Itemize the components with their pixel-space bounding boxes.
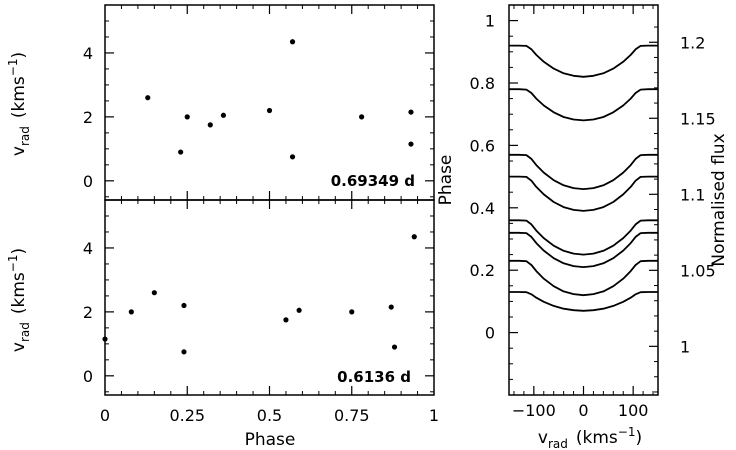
bottom-ylabel-v: v [9,342,29,352]
bottom-ylabel-close: ) [9,248,29,255]
bottom-data-point [128,309,134,315]
top-ytick-label: 4 [83,44,93,63]
line-profile-curve [509,219,658,256]
bottom-xtick-label: 0 [100,406,110,425]
profile-ytick-label: 0.6 [470,136,495,155]
top-data-point [207,122,213,128]
bottom-data-point [181,349,187,355]
profile-panel-frame [508,4,659,396]
profile-xlabel-sup: −1 [618,425,636,439]
top-data-point [359,114,365,120]
profile-y2-axis-label: Normalised flux [709,133,729,266]
line-profile-curve [509,153,658,191]
top-data-point [266,107,273,114]
profile-y2tick-label: 1.2 [680,33,705,52]
bottom-xtick-label: 0.75 [334,406,370,425]
profile-xlabel-sub: rad [548,437,568,450]
top-data-point [184,114,190,120]
bottom-data-point [102,336,108,342]
top-ylabel-sub: rad [18,126,32,146]
profile-xtick-label: 0 [578,401,588,420]
top-data-point [408,109,414,115]
top-data-point [408,141,414,147]
top-data-point [178,149,184,155]
top-scatter-plot: 0 2 4 [83,4,434,200]
bottom-scatter-frame [104,199,435,396]
top-ytick-label: 0 [83,172,93,191]
top-y-axis-label: vrad (kms−1) [6,52,32,156]
top-data-point [289,39,296,45]
bottom-data-point [391,344,398,350]
profile-ytick-label: 0.2 [470,261,495,280]
top-data-point [289,154,296,160]
profile-y2tick-label: 1.05 [680,261,716,280]
profile-ytick-label: 0 [485,324,495,343]
bottom-data-point [349,309,355,315]
bottom-data-point [388,304,394,310]
top-period-annotation: 0.69349 d [331,172,415,190]
line-profile-plot: 0 0.2 0.4 0.6 0.8 1 1 1.05 1.1 1.15 1.2 −100 0 100 [470,5,716,420]
line-profile-curve [509,259,658,297]
top-ylabel-v: v [9,146,29,156]
profile-x-axis-label: vrad (kms−1) [538,425,642,450]
top-ytick-label: 2 [83,108,93,127]
bottom-ytick-label: 4 [83,239,93,258]
profile-ytick-label: 0.8 [470,74,495,93]
profile-y2tick-label: 1.15 [680,109,716,128]
profile-y2tick-label: 1 [680,337,690,356]
bottom-ytick-label: 2 [83,303,93,322]
profile-xtick-label: 100 [618,401,649,420]
bottom-ylabel-sub: rad [18,322,32,342]
top-ylabel-unit: (kms [9,76,29,118]
bottom-y-axis-label: vrad (kms−1) [6,248,32,352]
profile-xlabel-unit: (kms [576,428,618,448]
bottom-data-point [181,302,187,309]
bottom-data-point [283,317,289,323]
bottom-xtick-label: 1 [429,406,439,425]
bottom-xtick-label: 0.25 [169,406,205,425]
top-scatter-frame [104,4,435,201]
bottom-data-point [411,234,417,240]
bottom-data-point [151,290,157,296]
bottom-xtick-label: 0.5 [257,406,282,425]
top-data-point [145,95,151,101]
profile-ytick-label: 1 [485,12,495,31]
bottom-x-axis-label: Phase [245,430,296,450]
bottom-ylabel-unit: (kms [9,272,29,314]
line-profile-curve [509,44,658,78]
line-profile-curve [509,291,658,312]
bottom-ylabel-sup: −1 [6,255,20,273]
profile-y2tick-label: 1.1 [680,185,705,204]
top-data-point [220,112,227,118]
profile-ytick-label: 0.4 [470,199,495,218]
bottom-ytick-label: 0 [83,367,93,386]
bottom-data-point [296,307,302,313]
line-profile-curve [509,175,658,212]
bottom-scatter-plot: 0 2 4 0 0.25 0.5 0.75 1 [83,199,439,425]
profile-xtick-label: −100 [512,401,556,420]
line-profile-curve [509,231,658,269]
profile-xlabel-close: ) [635,428,642,448]
top-ylabel-sup: −1 [6,59,20,77]
line-profile-curve [509,88,658,122]
profile-y-axis-label: Phase [436,155,456,206]
profile-xlabel-v: v [538,428,548,448]
top-ylabel-close: ) [9,52,29,59]
bottom-period-annotation: 0.6136 d [337,368,411,386]
